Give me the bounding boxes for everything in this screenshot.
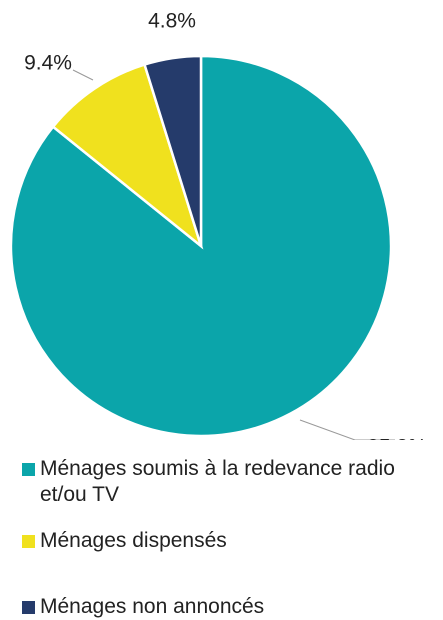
pie-area: 85.8% 9.4% 4.8% (9, 10, 427, 440)
data-label: 4.8% (148, 10, 196, 33)
leader-line (72, 69, 94, 81)
pie-slice (51, 63, 204, 250)
legend-swatch (22, 535, 35, 548)
pie-slice (142, 54, 203, 247)
legend-swatch (22, 463, 35, 476)
legend-label: Ménages non annoncés (40, 595, 265, 618)
legend-item: Ménages soumis à la redevance radio et/o… (22, 456, 432, 508)
legend-label: Ménages soumis à la redevance radio et/o… (40, 457, 395, 506)
leader-line (299, 419, 395, 440)
data-label: 85.8% (367, 436, 427, 440)
legend-item: Ménages non annoncés (22, 594, 432, 620)
legend-item: Ménages dispensés (22, 528, 432, 554)
legend-swatch (22, 601, 35, 614)
data-label: 9.4% (24, 52, 72, 75)
legend-label: Ménages dispensés (40, 529, 227, 552)
